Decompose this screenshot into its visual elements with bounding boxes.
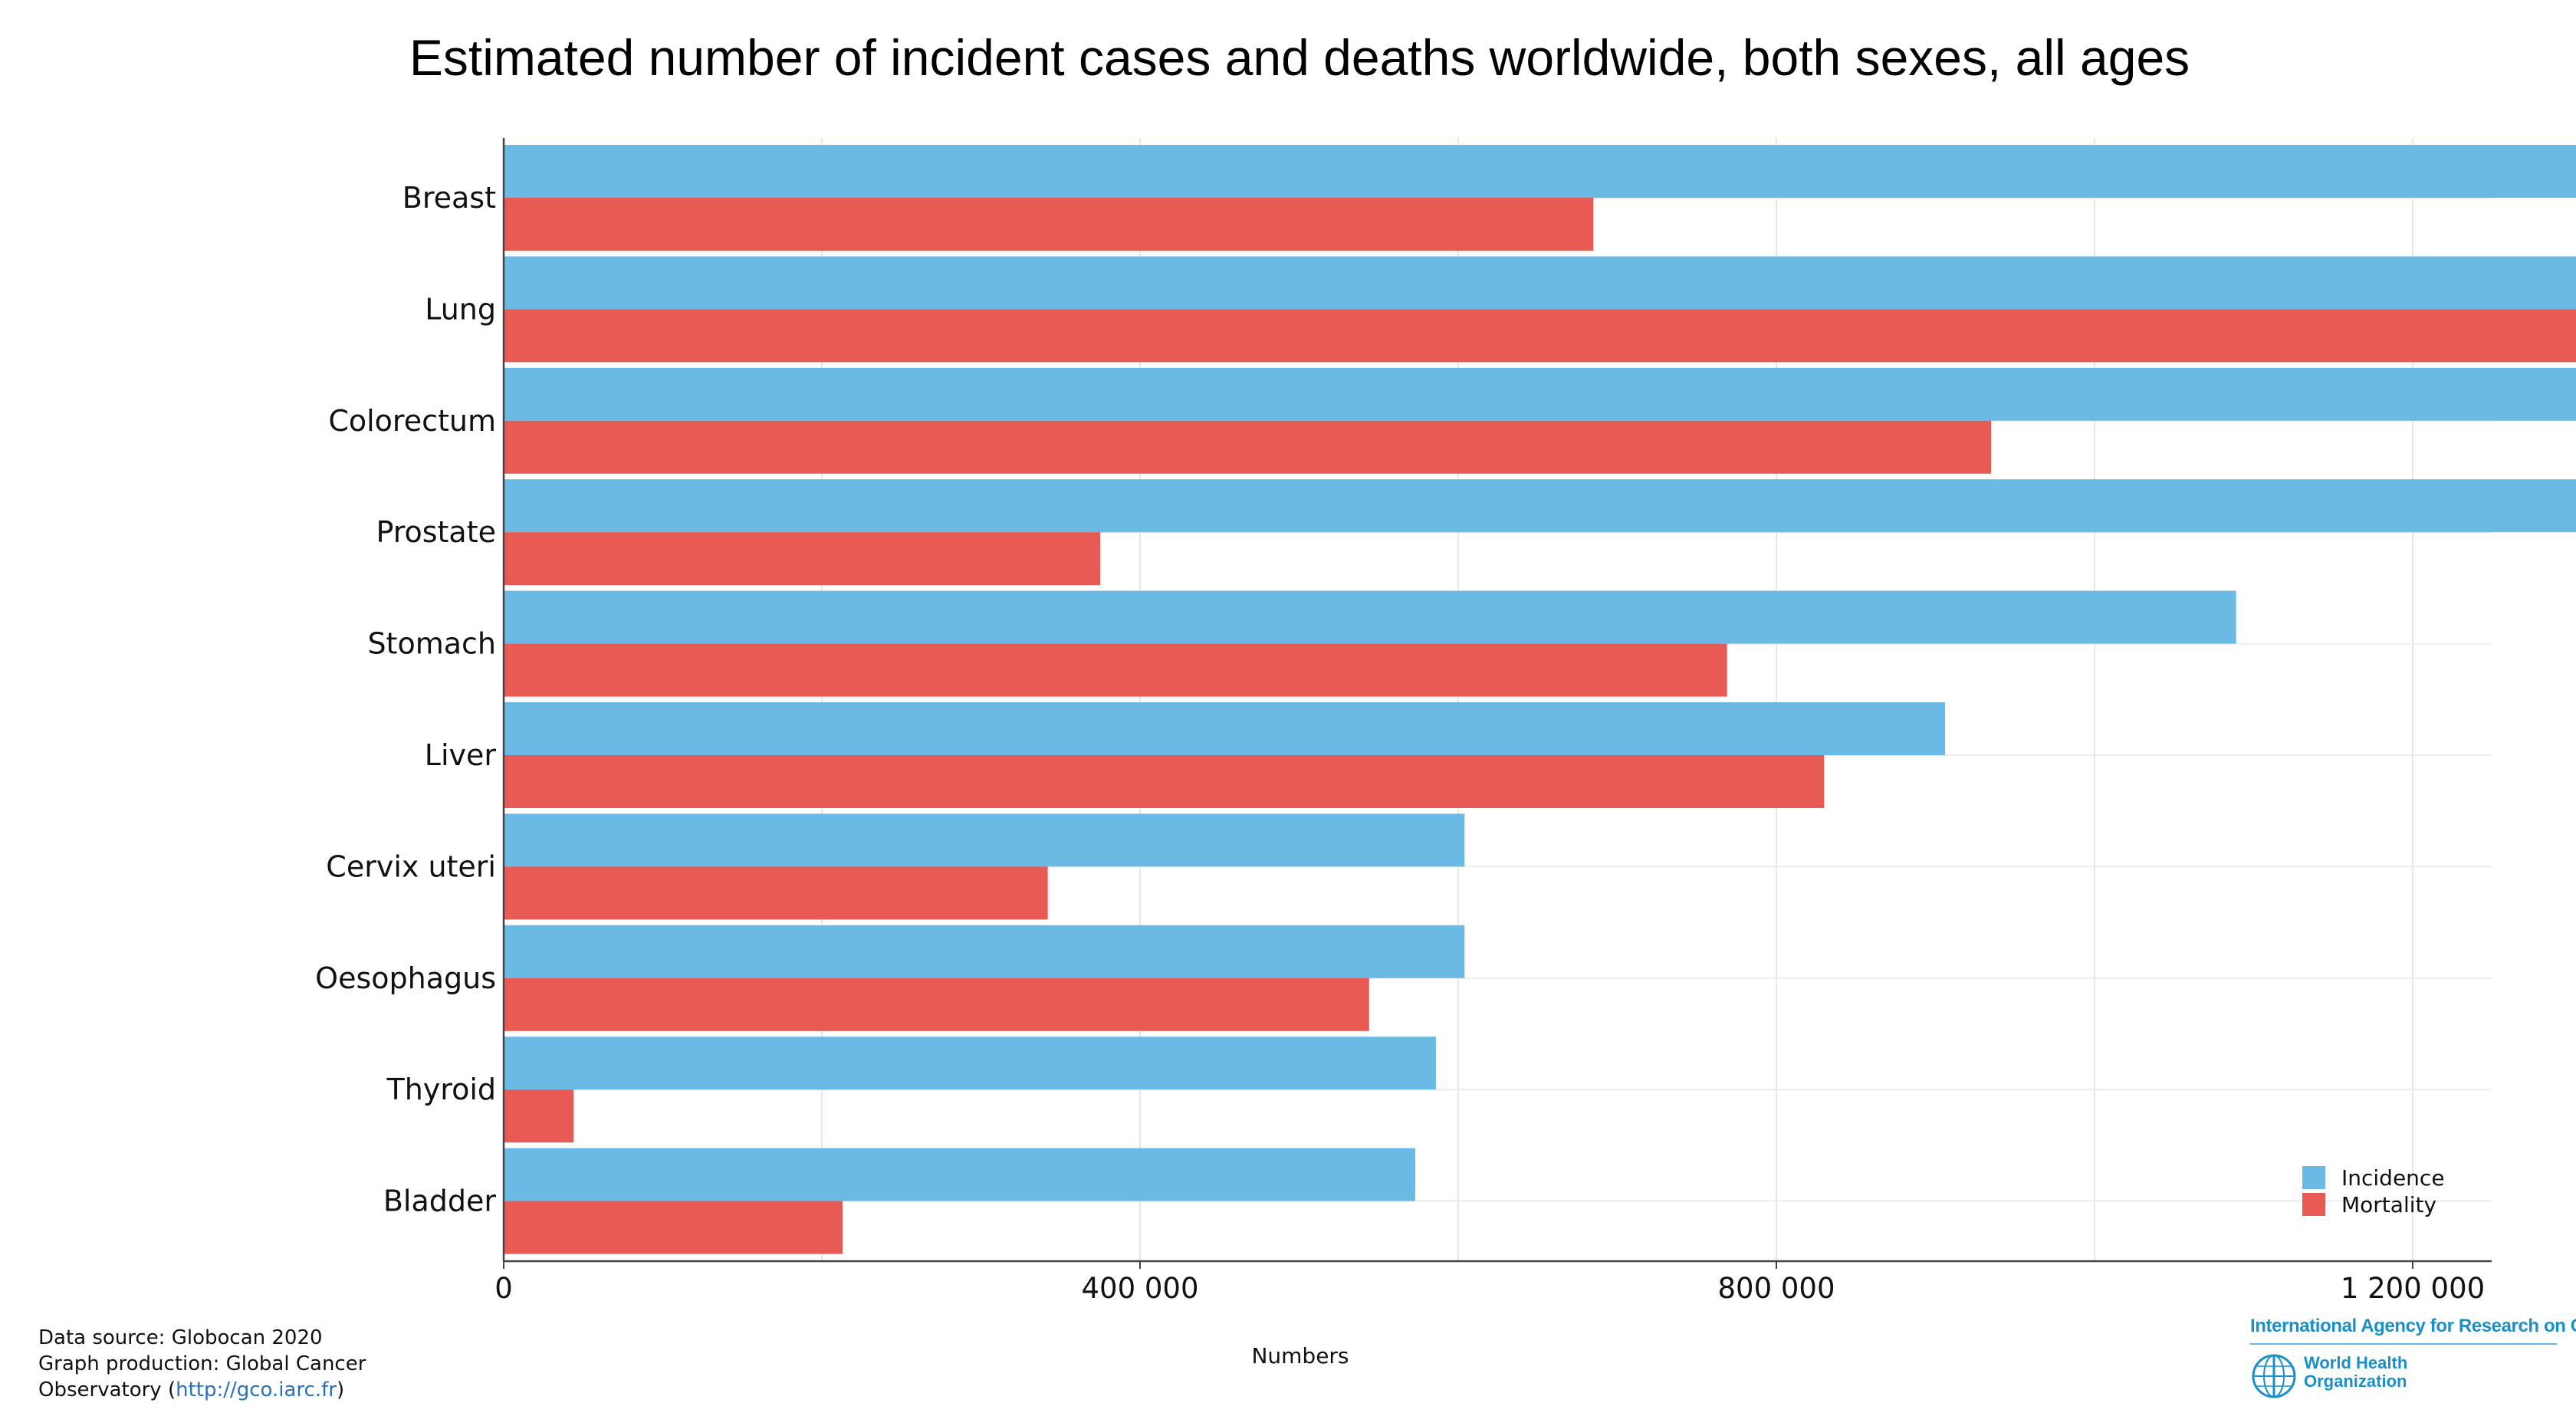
bar-mortality-colorectum (504, 420, 1992, 474)
bar-mortality-lung (504, 309, 2576, 363)
who-emblem-icon (2252, 1354, 2296, 1398)
bars (504, 145, 2576, 1254)
iarc-logo-text: International Agency for Research on Can… (2250, 1316, 2576, 1336)
bar-incidence-lung (504, 256, 2576, 310)
category-label: Thyroid (386, 1073, 497, 1106)
bar-mortality-stomach (504, 643, 1727, 697)
bar-mortality-cervix-uteri (504, 866, 1048, 920)
data-source-note: Data source: Globocan 2020 Graph product… (38, 1325, 366, 1403)
category-label: Colorectum (328, 404, 496, 438)
x-tick-label: 0 (495, 1272, 513, 1305)
category-labels: Breast Lung Colorectum Prostate Stomach Liver… (315, 181, 496, 1218)
x-tick-label: 1 200 000 (2341, 1272, 2485, 1305)
legend-swatch-incidence (2302, 1166, 2325, 1189)
bar-incidence-breast (504, 145, 2576, 198)
source-line-2: Graph production: Global Cancer (38, 1352, 366, 1375)
legend-swatch-mortality (2302, 1193, 2325, 1216)
bar-mortality-liver (504, 755, 1825, 808)
bar-incidence-liver (504, 702, 1945, 755)
bar-mortality-prostate (504, 532, 1101, 586)
category-label: Prostate (376, 515, 496, 549)
x-axis-title: Numbers (1251, 1343, 1349, 1368)
category-label: Breast (402, 181, 496, 215)
who-logo-text: World Health Organization (2304, 1353, 2408, 1391)
bar-incidence-prostate (504, 479, 2576, 533)
x-tick-label: 800 000 (1717, 1272, 1835, 1305)
bar-incidence-thyroid (504, 1037, 1436, 1090)
iarc-who-logo: International Agency for Research on Can… (2250, 1316, 2576, 1400)
category-label: Lung (425, 292, 496, 326)
source-line-1: Data source: Globocan 2020 (38, 1326, 323, 1349)
bar-mortality-bladder (504, 1201, 843, 1254)
bar-mortality-thyroid (504, 1089, 574, 1143)
gco-link[interactable]: http://gco.iarc.fr (176, 1378, 337, 1401)
category-label: Liver (425, 738, 497, 772)
category-label: Oesophagus (315, 961, 496, 995)
bar-incidence-cervix-uteri (504, 813, 1465, 867)
bar-mortality-breast (504, 198, 1594, 251)
logo-divider (2250, 1343, 2557, 1345)
x-tick-label: 400 000 (1081, 1272, 1198, 1305)
chart-title: Estimated number of incident cases and d… (409, 29, 2190, 86)
bar-incidence-stomach (504, 590, 2236, 644)
bar-mortality-oesophagus (504, 978, 1369, 1031)
category-label: Stomach (367, 627, 496, 661)
legend-label-mortality: Mortality (2341, 1192, 2436, 1217)
category-label: Bladder (383, 1184, 497, 1218)
bar-incidence-oesophagus (504, 925, 1465, 978)
category-label: Cervix uteri (326, 849, 496, 883)
axes (502, 138, 2492, 1269)
legend-label-incidence: Incidence (2341, 1165, 2445, 1191)
bar-incidence-colorectum (504, 367, 2576, 421)
source-line-3: Observatory (http://gco.iarc.fr) (38, 1378, 345, 1401)
bar-incidence-bladder (504, 1148, 1415, 1201)
